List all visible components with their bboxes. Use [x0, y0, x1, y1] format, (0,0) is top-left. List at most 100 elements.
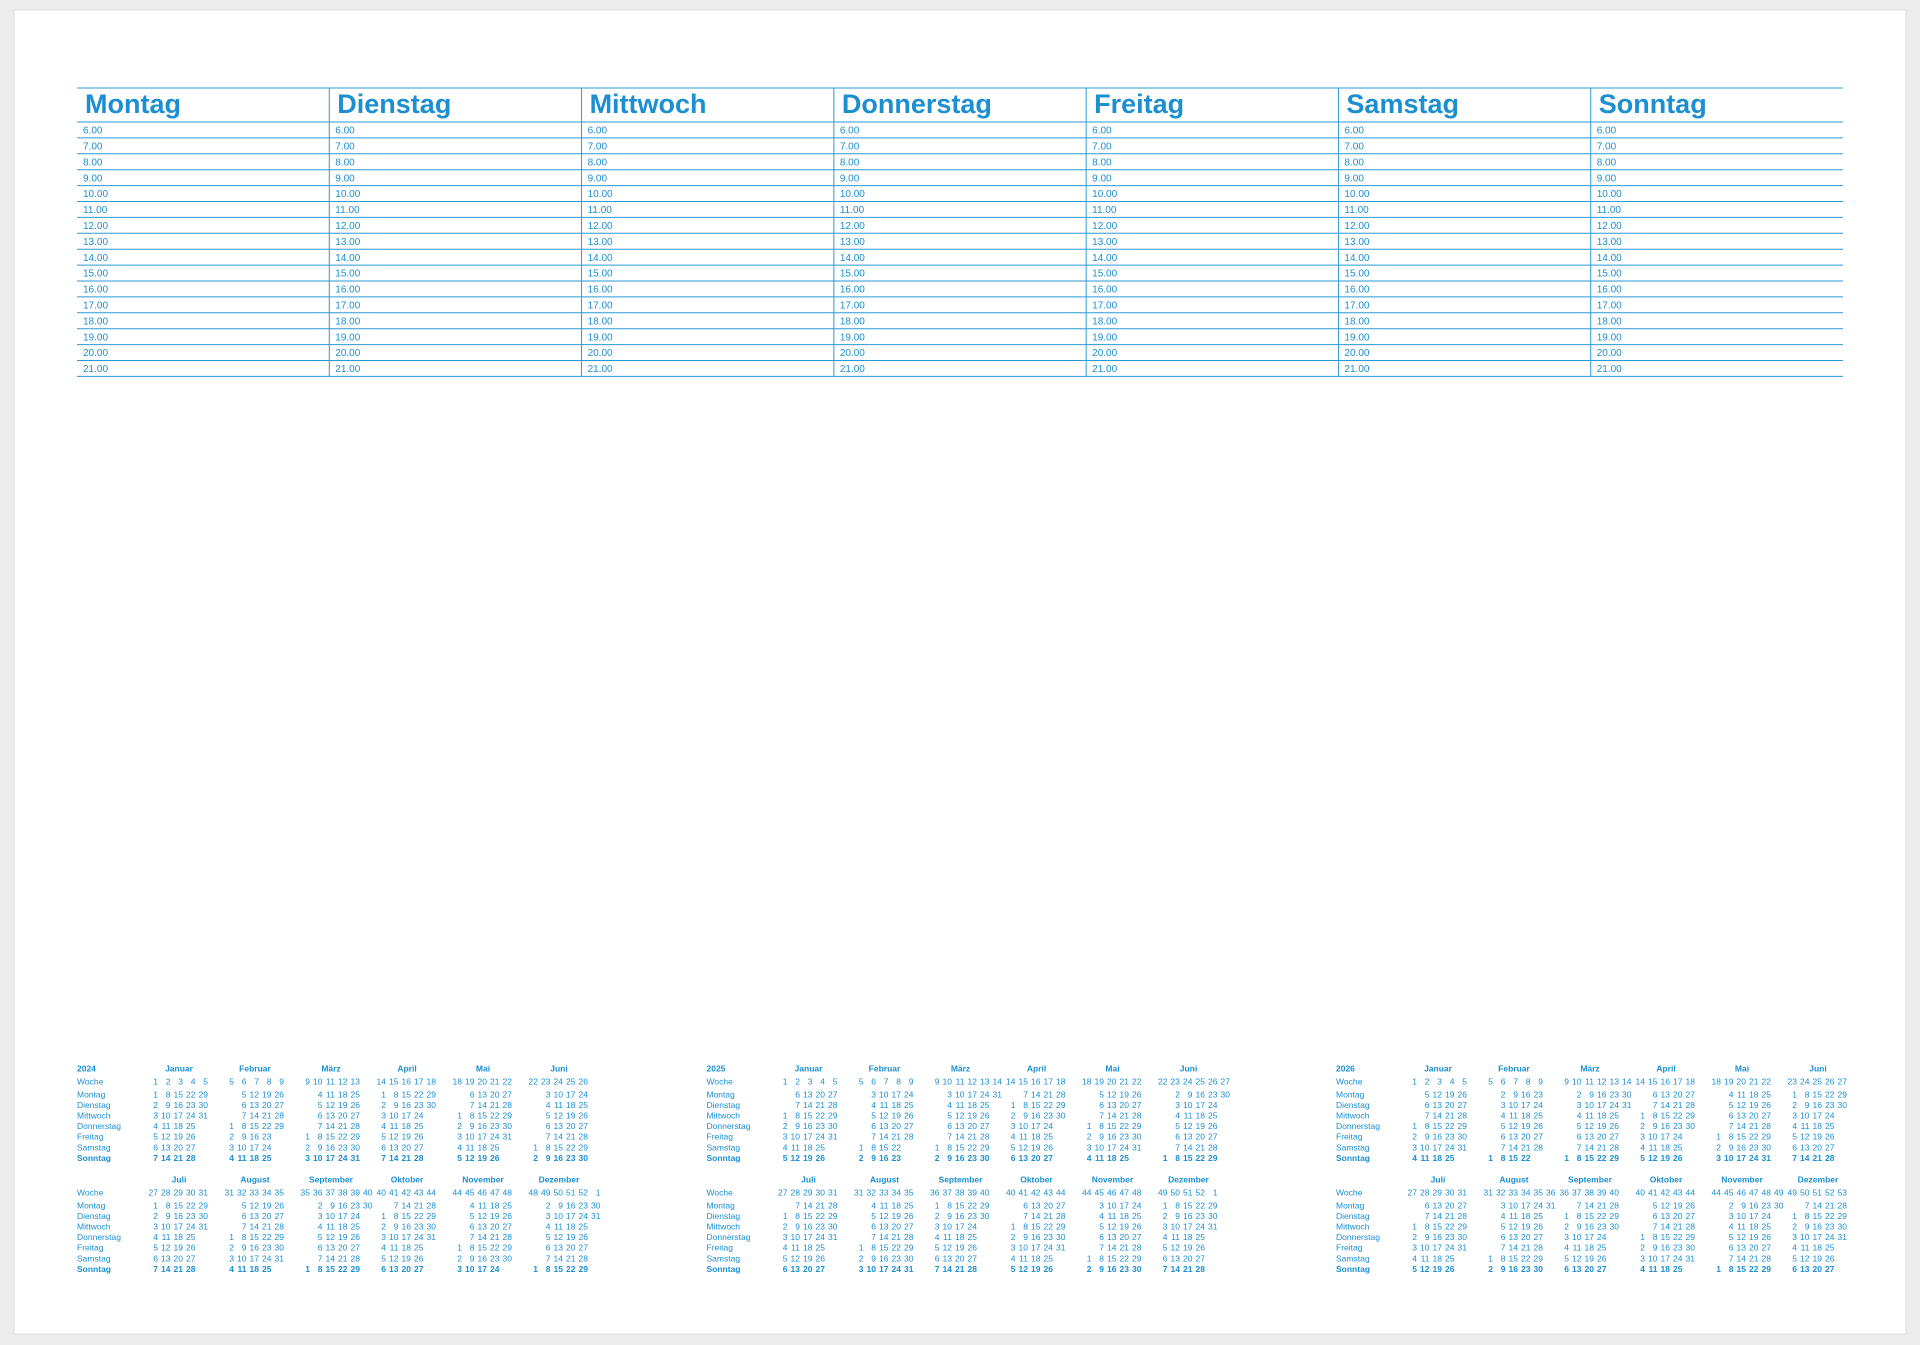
- date: 7: [318, 1253, 323, 1263]
- date: 21: [262, 1221, 272, 1231]
- date: 17: [174, 1221, 184, 1231]
- date: 25: [904, 1100, 914, 1110]
- date: 8: [795, 1110, 800, 1120]
- weekday-label: Mittwoch: [1336, 1110, 1370, 1120]
- weekday-label: Montag: [1336, 1089, 1365, 1099]
- weekday-label: Montag: [707, 1200, 736, 1210]
- month-name: Juni: [1180, 1063, 1197, 1073]
- date: 31: [199, 1110, 209, 1120]
- date: 16: [174, 1100, 184, 1110]
- date: 18: [338, 1089, 348, 1099]
- date: 5: [1501, 1121, 1506, 1131]
- day-header: Donnerstag: [842, 89, 992, 119]
- date: 25: [262, 1153, 272, 1163]
- date: 17: [1521, 1100, 1531, 1110]
- date: 10: [237, 1253, 247, 1263]
- week-number: 2: [1425, 1076, 1430, 1086]
- date: 13: [554, 1121, 564, 1131]
- day-header: Sonntag: [1599, 89, 1707, 119]
- date: 12: [554, 1110, 564, 1120]
- date: 2: [381, 1221, 386, 1231]
- week-number: 35: [904, 1187, 914, 1197]
- date: 13: [1509, 1232, 1519, 1242]
- date: 16: [250, 1132, 260, 1142]
- date: 10: [389, 1232, 399, 1242]
- date: 10: [1420, 1243, 1430, 1253]
- date: 21: [1183, 1264, 1193, 1274]
- date: 17: [1661, 1132, 1671, 1142]
- date: 1: [229, 1121, 234, 1131]
- date: 24: [1673, 1132, 1683, 1142]
- date: 14: [554, 1132, 564, 1142]
- date: 4: [1163, 1232, 1168, 1242]
- date: 19: [490, 1211, 500, 1221]
- hour-label: 18.00: [840, 316, 865, 327]
- week-number: 14: [1636, 1076, 1646, 1086]
- date: 2: [318, 1200, 323, 1210]
- date: 20: [1445, 1200, 1455, 1210]
- date: 15: [1183, 1200, 1193, 1210]
- date: 4: [546, 1221, 551, 1231]
- date: 3: [1087, 1142, 1092, 1152]
- hour-label: 13.00: [1344, 237, 1369, 248]
- week-number: 34: [262, 1187, 272, 1197]
- date: 16: [1521, 1089, 1531, 1099]
- date: 9: [795, 1221, 800, 1231]
- day-header: Dienstag: [337, 89, 451, 119]
- date: 3: [153, 1221, 158, 1231]
- date: 26: [414, 1253, 424, 1263]
- date: 14: [879, 1232, 889, 1242]
- date: 9: [1425, 1232, 1430, 1242]
- date: 25: [968, 1232, 978, 1242]
- date: 10: [313, 1153, 323, 1163]
- date: 14: [402, 1200, 412, 1210]
- date: 16: [402, 1100, 412, 1110]
- week-number: 8: [896, 1076, 901, 1086]
- date: 3: [1716, 1153, 1721, 1163]
- date: 24: [968, 1221, 978, 1231]
- date: 2: [153, 1211, 158, 1221]
- date: 11: [554, 1221, 563, 1231]
- date: 10: [1509, 1100, 1519, 1110]
- date: 27: [816, 1264, 826, 1274]
- date: 28: [828, 1100, 838, 1110]
- week-number: 14: [377, 1076, 387, 1086]
- date: 26: [1196, 1243, 1206, 1253]
- date: 27: [275, 1100, 285, 1110]
- date: 8: [871, 1142, 876, 1152]
- weekday-label: Freitag: [707, 1243, 734, 1253]
- date: 31: [591, 1211, 601, 1221]
- week-number: 44: [1712, 1187, 1722, 1197]
- date: 23: [1673, 1121, 1683, 1131]
- week-number: 10: [313, 1076, 323, 1086]
- date: 9: [1805, 1221, 1810, 1231]
- week-number: 5: [859, 1076, 864, 1086]
- date: 12: [1737, 1232, 1747, 1242]
- date: 5: [783, 1253, 788, 1263]
- date: 18: [1813, 1243, 1823, 1253]
- week-number: 22: [1158, 1076, 1168, 1086]
- date: 8: [795, 1211, 800, 1221]
- date: 13: [1585, 1132, 1595, 1142]
- date: 5: [1792, 1132, 1797, 1142]
- date: 23: [1120, 1132, 1130, 1142]
- week-number: 7: [884, 1076, 889, 1086]
- date: 25: [1196, 1232, 1206, 1242]
- date: 25: [1445, 1253, 1455, 1263]
- date: 2: [1087, 1264, 1092, 1274]
- date: 24: [1120, 1142, 1130, 1152]
- date: 2: [935, 1153, 940, 1163]
- date: 12: [326, 1232, 336, 1242]
- date: 30: [579, 1153, 589, 1163]
- hour-label: 14.00: [83, 253, 108, 264]
- date: 9: [1099, 1132, 1104, 1142]
- date: 1: [153, 1089, 158, 1099]
- weekday-label: Mittwoch: [77, 1110, 111, 1120]
- date: 20: [402, 1142, 412, 1152]
- hour-label: 11.00: [335, 205, 360, 216]
- date: 9: [947, 1153, 952, 1163]
- date: 6: [318, 1110, 323, 1120]
- date: 5: [1792, 1253, 1797, 1263]
- week-number: 6: [1501, 1076, 1506, 1086]
- week-number: 21: [1120, 1076, 1130, 1086]
